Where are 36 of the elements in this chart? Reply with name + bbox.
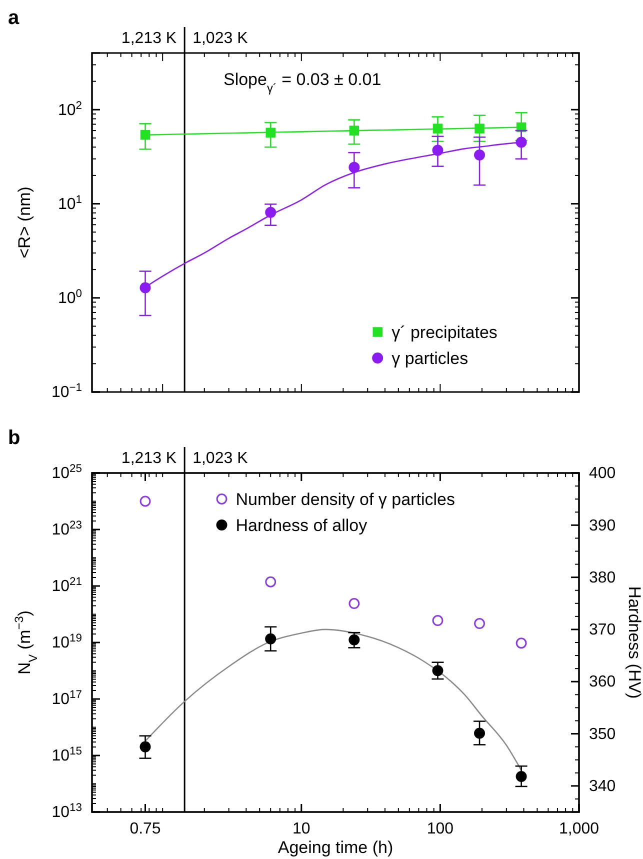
chart-title: b [8, 427, 20, 449]
x-tick-label: 0.75 [130, 820, 161, 838]
y-tick-label: 10$^{2}$ [58, 100, 82, 119]
legend-label: γ´ precipitates [392, 323, 498, 342]
y2-tick-label: 360 [589, 674, 616, 691]
ref-line-label: 1,023 K [192, 30, 248, 47]
y-tick-label: 10$^{13}$ [52, 802, 82, 822]
y-tick-label: 10$^{0}$ [58, 288, 82, 308]
x-axis-title: Ageing time (h) [278, 838, 394, 857]
y2-tick-label: 370 [589, 622, 616, 639]
legend-label: Hardness of alloy [236, 516, 368, 535]
y2-tick-label: 380 [589, 569, 616, 586]
annotation: 1,213 K [121, 450, 177, 467]
y-tick-label: 10$^{15}$ [52, 746, 82, 765]
y-tick-label: 10$^{17}$ [52, 689, 82, 708]
annotation: 1,213 K [121, 30, 177, 47]
y2-tick-label: 390 [589, 517, 616, 534]
y2-tick-label: 400 [589, 465, 616, 482]
y2-tick-label: 350 [589, 726, 616, 743]
x-tick-label: 10 [292, 820, 310, 838]
ref-line-label: 1,023 K [192, 450, 248, 467]
y-axis-title: <R> (nm) [15, 186, 34, 258]
annotation: Slope$_{γ´}$ = 0.03 ± 0.01 [223, 70, 382, 95]
y-tick-label: 10$^{25}$ [52, 463, 82, 482]
y-tick-label: 10$^{−1}$ [51, 382, 82, 402]
x-tick-label: 1,000 [558, 820, 600, 838]
y2-tick-label: 340 [589, 778, 616, 796]
legend-label: γ particles [392, 349, 468, 368]
x-tick-label: 100 [426, 820, 454, 838]
y-tick-label: 10$^{23}$ [52, 520, 82, 539]
legend-label: Number density of γ particles [236, 490, 455, 509]
y-tick-label: 10$^{21}$ [52, 576, 82, 596]
y-tick-label: 10$^{19}$ [52, 632, 82, 652]
chart-title: a [8, 7, 20, 29]
y2-axis-title: Hardness (HV) [625, 586, 643, 699]
y-tick-label: 10$^{1}$ [58, 194, 82, 213]
